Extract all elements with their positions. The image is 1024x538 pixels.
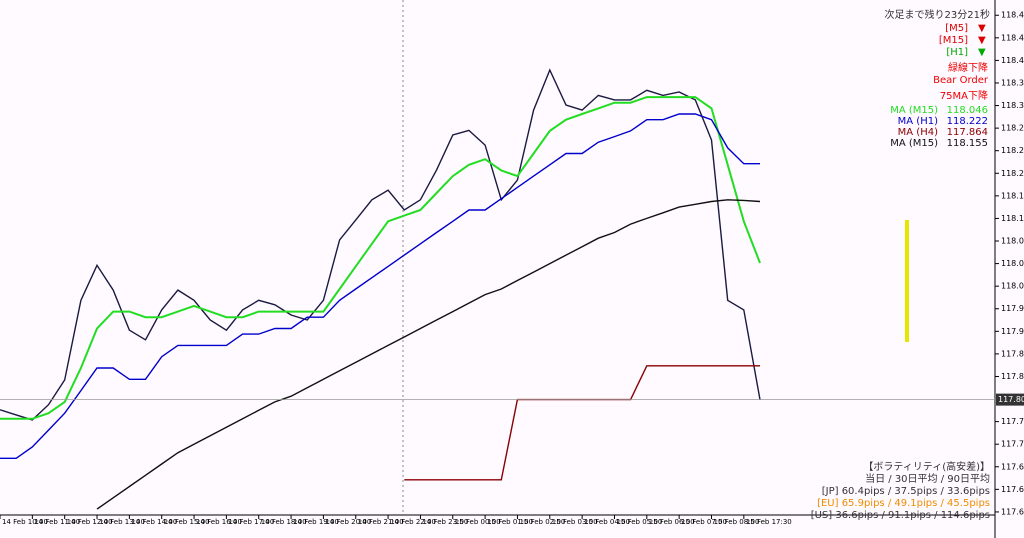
frame-icon: ▼ <box>978 23 986 34</box>
x-tick-label: 14 Feb 15:00 <box>164 518 210 526</box>
y-tick-label: 117.965 <box>1001 304 1024 313</box>
x-tick-label: 15 Feb 07:00 <box>681 518 727 526</box>
x-tick-label: 15 Feb 08:00 <box>713 518 759 526</box>
legend-entry: MA (H4) 117.864 <box>898 127 988 138</box>
series-line <box>0 68 761 421</box>
frame: [M5] <box>945 23 968 34</box>
y-tick-label: 117.765 <box>1001 417 1024 426</box>
legend-name: MA (M15) <box>890 138 938 149</box>
signal: Bear Order <box>933 75 989 86</box>
signal: 75MA下降 <box>940 89 988 102</box>
x-tick-label: 14 Feb 17:00 <box>228 518 274 526</box>
x-tick-label: 15 Feb 17:30 <box>746 518 792 526</box>
vol-title: 【ボラティリティ(高安差)】 <box>863 460 990 473</box>
series-line <box>0 96 761 420</box>
frame: [H1] <box>946 47 968 58</box>
y-tick-label: 118.445 <box>1001 33 1024 42</box>
series-line <box>0 113 760 459</box>
series-line <box>96 199 761 510</box>
y-tick-label: 117.885 <box>1001 349 1024 358</box>
y-tick-label: 117.685 <box>1001 462 1024 471</box>
x-tick-label: 14 Feb 21:00 <box>358 518 404 526</box>
vol-header: 当日 / 30日平均 / 90日平均 <box>865 472 990 485</box>
y-tick-label: 118.205 <box>1001 169 1024 178</box>
legend-name: MA (H4) <box>898 127 938 138</box>
legend-value: 118.155 <box>947 138 988 149</box>
x-tick-label: 15 Feb 00:00 <box>455 518 501 526</box>
x-tick-label: 14 Feb 11:00 <box>34 518 80 526</box>
legend-name: MA (M15) <box>890 105 938 116</box>
x-tick-label: 14 Feb 18:00 <box>261 518 307 526</box>
legend-entry: MA (M15) 118.155 <box>890 138 988 149</box>
y-tick-label: 118.045 <box>1001 259 1024 268</box>
x-tick-label: 14 Feb 14:00 <box>131 518 177 526</box>
y-tick-label: 118.125 <box>1001 214 1024 223</box>
legend-name: MA (H1) <box>898 116 938 127</box>
frame-icon: ▼ <box>978 35 986 46</box>
y-tick-label: 117.605 <box>1001 507 1024 516</box>
y-tick-label: 118.325 <box>1001 101 1024 110</box>
x-tick-label: 14 Feb 22:00 <box>390 518 436 526</box>
x-tick-label: 15 Feb 03:00 <box>552 518 598 526</box>
x-tick-label: 14 Feb 19:00 <box>293 518 339 526</box>
frame-icon: ▼ <box>978 47 986 58</box>
x-tick-label: 15 Feb 04:00 <box>584 518 630 526</box>
vol-row: [EU] 65.9pips / 49.1pips / 45.5pips <box>817 498 990 509</box>
x-tick-label: 15 Feb 05:00 <box>616 518 662 526</box>
y-tick-label: 118.245 <box>1001 146 1024 155</box>
x-tick-label: 15 Feb 06:00 <box>649 518 695 526</box>
x-tick-label: 14 Feb 13:00 <box>99 518 145 526</box>
legend-value: 117.864 <box>947 127 988 138</box>
y-tick-label: 117.645 <box>1001 485 1024 494</box>
x-tick-label: 14 Feb 23:00 <box>422 518 468 526</box>
current-price-label: 117.804 <box>998 395 1024 404</box>
x-tick-label: 14 Feb 16:00 <box>196 518 242 526</box>
y-tick-label: 118.165 <box>1001 191 1024 200</box>
x-tick-label: 15 Feb 02:00 <box>519 518 565 526</box>
y-tick-label: 118.085 <box>1001 237 1024 246</box>
y-tick-label: 118.005 <box>1001 282 1024 291</box>
vol-row: [US] 36.6pips / 91.1pips / 114.6pips <box>811 510 990 521</box>
y-tick-label: 118.405 <box>1001 56 1024 65</box>
y-tick-label: 117.845 <box>1001 372 1024 381</box>
legend-entry: MA (H1) 118.222 <box>898 116 988 127</box>
y-tick-label: 117.925 <box>1001 327 1024 336</box>
legend-value: 118.222 <box>947 116 988 127</box>
current-price-box <box>996 393 1024 406</box>
timer: 次足まで残り23分21秒 <box>885 8 990 21</box>
x-tick-label: 14 Feb 20:00 <box>325 518 371 526</box>
y-tick-label: 117.725 <box>1001 440 1024 449</box>
signal: 緑線下降 <box>948 61 988 74</box>
x-tick-label: 14 Feb 12:00 <box>67 518 113 526</box>
y-tick-label: 118.485 <box>1001 11 1024 20</box>
signal-bar <box>905 220 909 342</box>
legend-value: 118.046 <box>947 105 988 116</box>
legend-entry: MA (M15) 118.046 <box>890 105 988 116</box>
y-tick-label: 118.285 <box>1001 124 1024 133</box>
vol-row: [JP] 60.4pips / 37.5pips / 33.6pips <box>822 486 990 497</box>
x-tick-label: 15 Feb 01:00 <box>487 518 533 526</box>
x-tick-label: 14 Feb 10:00 <box>2 518 48 526</box>
y-tick-label: 118.365 <box>1001 78 1024 87</box>
info-panel: 次足まで残り23分21秒 [M5] [M15] [H1] ▼ ▼ ▼ 緑線下降 … <box>811 8 990 521</box>
frame: [M15] <box>939 35 968 46</box>
series-line <box>404 365 760 481</box>
